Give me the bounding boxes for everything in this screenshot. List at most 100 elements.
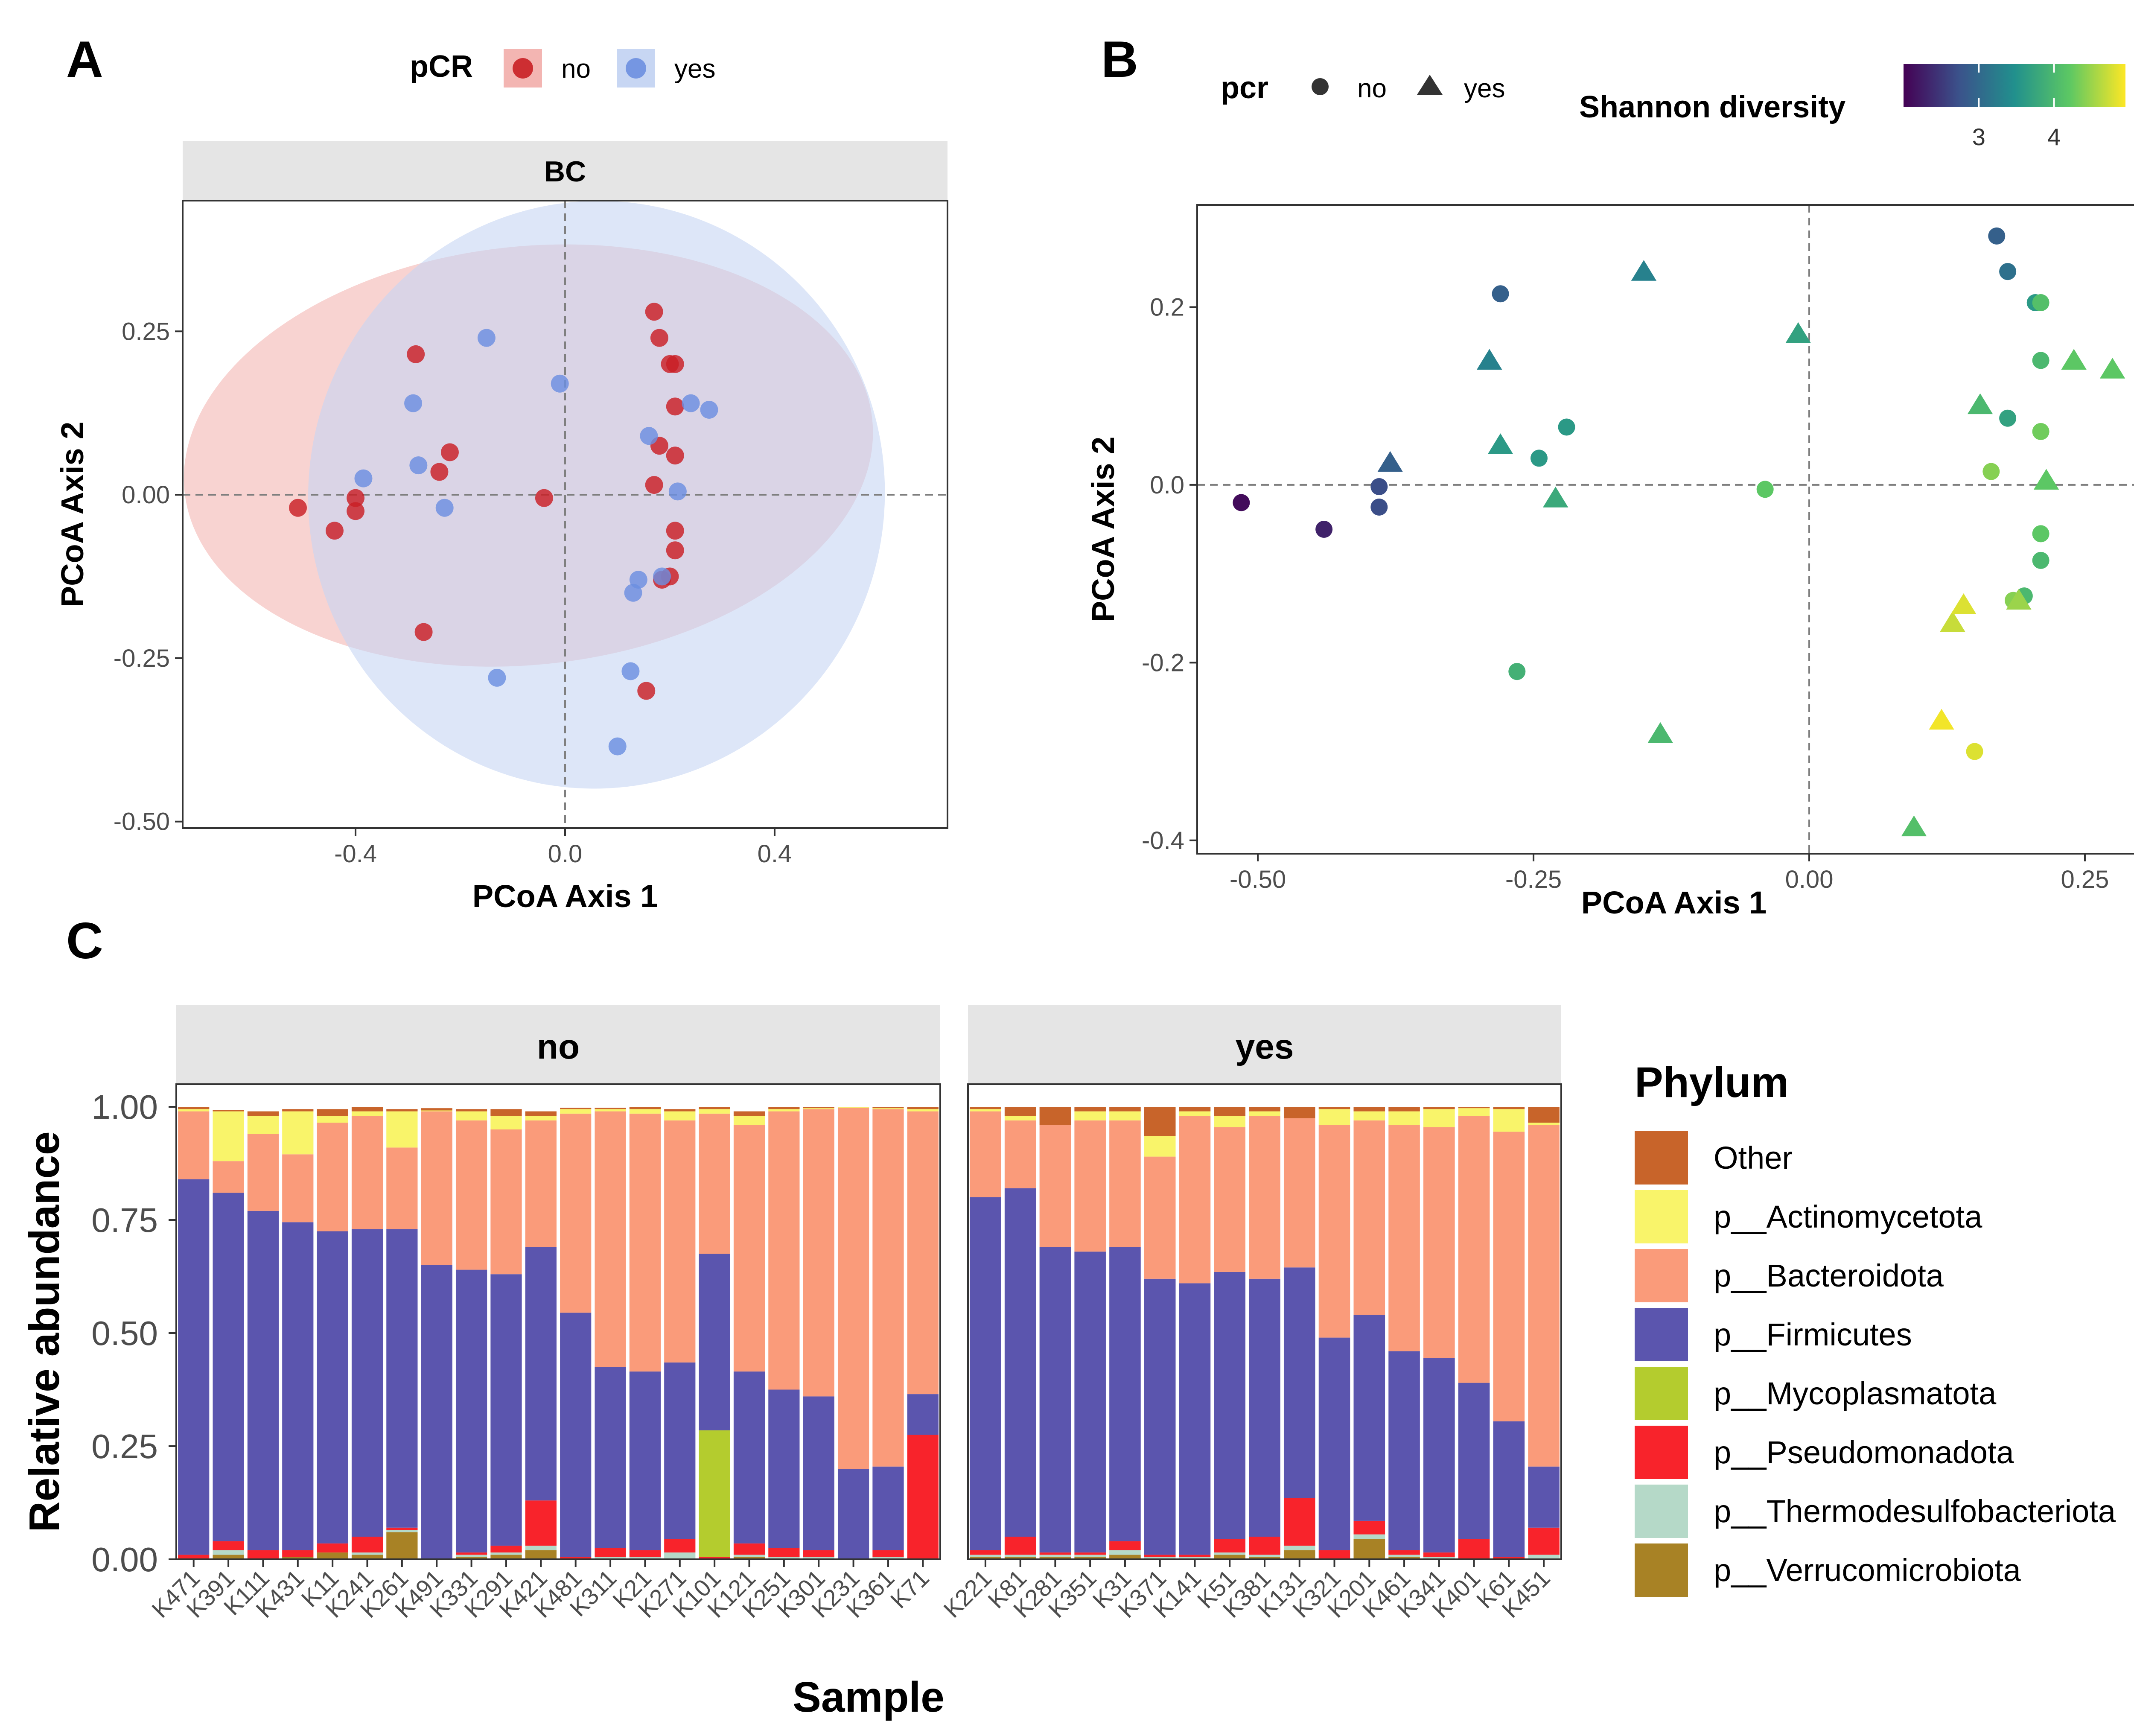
bar-segment-p__Verrucomicrobiota bbox=[1214, 1555, 1246, 1559]
bar-segment-Other bbox=[560, 1108, 592, 1109]
bar-K341 bbox=[1423, 1107, 1455, 1559]
y-tick-label: -0.25 bbox=[114, 645, 170, 672]
bar-segment-p__Firmicutes bbox=[1458, 1383, 1490, 1539]
point-no bbox=[637, 682, 656, 700]
bar-segment-p__Firmicutes bbox=[664, 1362, 696, 1539]
bar-segment-p__Actinomycetota bbox=[1249, 1111, 1280, 1116]
bar-segment-p__Firmicutes bbox=[455, 1269, 487, 1553]
point-no bbox=[2032, 525, 2049, 543]
bar-segment-p__Thermodesulfobacteriota bbox=[351, 1552, 383, 1555]
y-tick-label: 0.00 bbox=[122, 481, 170, 509]
point-yes bbox=[1543, 487, 1568, 508]
bar-segment-p__Thermodesulfobacteriota bbox=[213, 1550, 244, 1555]
bar-segment-p__Firmicutes bbox=[872, 1466, 904, 1550]
bar-segment-Other bbox=[282, 1109, 314, 1112]
bar-segment-p__Pseudomonadota bbox=[1249, 1537, 1280, 1555]
bar-segment-p__Verrucomicrobiota bbox=[1388, 1557, 1420, 1559]
point-no bbox=[666, 397, 684, 416]
bar-K371 bbox=[1144, 1107, 1176, 1559]
bar-segment-p__Firmicutes bbox=[803, 1396, 834, 1550]
point-yes bbox=[2033, 469, 2059, 490]
bar-segment-p__Bacteroidota bbox=[455, 1120, 487, 1270]
legend-marker-yes bbox=[1417, 75, 1443, 95]
panel-label-c: C bbox=[66, 912, 103, 969]
bar-segment-p__Firmicutes bbox=[560, 1313, 592, 1557]
bar-segment-p__Firmicutes bbox=[213, 1193, 244, 1541]
y-axis-label: PCoA Axis 2 bbox=[1085, 437, 1121, 622]
point-yes bbox=[2099, 358, 2125, 379]
bar-segment-p__Bacteroidota bbox=[1179, 1116, 1211, 1284]
facets: noK471K391K111K431K11K241K261K491K331K29… bbox=[146, 1005, 1562, 1623]
bar-segment-p__Bacteroidota bbox=[1493, 1132, 1525, 1421]
point-yes bbox=[1377, 451, 1403, 472]
bar-segment-p__Pseudomonadota bbox=[386, 1527, 418, 1530]
point-no bbox=[645, 476, 663, 494]
bar-segment-p__Bacteroidota bbox=[1109, 1120, 1141, 1247]
legend-label: p__Firmicutes bbox=[1714, 1317, 1912, 1352]
bar-segment-p__Firmicutes bbox=[1074, 1252, 1106, 1553]
bar-segment-Other bbox=[1039, 1107, 1071, 1125]
bar-segment-p__Actinomycetota bbox=[490, 1116, 522, 1129]
bar-segment-Other bbox=[386, 1109, 418, 1112]
bar-K301 bbox=[803, 1107, 834, 1559]
point-no bbox=[414, 623, 433, 641]
legend-label: p__Pseudomonadota bbox=[1714, 1435, 2014, 1470]
bar-segment-p__Bacteroidota bbox=[699, 1113, 730, 1254]
point-yes bbox=[354, 469, 373, 487]
y-tick-label: 0.25 bbox=[122, 318, 170, 345]
bar-segment-p__Thermodesulfobacteriota bbox=[970, 1555, 1001, 1557]
bar-segment-p__Actinomycetota bbox=[178, 1109, 210, 1112]
point-no bbox=[1982, 463, 2000, 480]
bar-K321 bbox=[1318, 1107, 1350, 1559]
legend-label-yes: yes bbox=[674, 54, 715, 84]
bar-K231 bbox=[837, 1107, 869, 1559]
point-yes bbox=[488, 668, 506, 687]
bar-segment-p__Actinomycetota bbox=[213, 1111, 244, 1161]
bar-segment-Other bbox=[699, 1107, 730, 1109]
point-yes bbox=[629, 571, 647, 589]
bar-segment-Other bbox=[455, 1109, 487, 1112]
plot-area bbox=[183, 201, 947, 828]
bar-K51 bbox=[1214, 1107, 1246, 1559]
bar-segment-p__Bacteroidota bbox=[247, 1134, 279, 1211]
point-yes bbox=[1967, 393, 1993, 414]
point-yes bbox=[1487, 433, 1513, 454]
bar-segment-Other bbox=[1388, 1107, 1420, 1112]
color-bar-tick-label: 4 bbox=[2047, 123, 2061, 150]
bar-segment-p__Thermodesulfobacteriota bbox=[1423, 1557, 1455, 1559]
bar-segment-p__Pseudomonadota bbox=[1388, 1550, 1420, 1555]
x-tick-label: K71 bbox=[885, 1564, 934, 1613]
bar-segment-Other bbox=[351, 1107, 383, 1112]
bar-K311 bbox=[595, 1108, 626, 1559]
bar-segment-p__Bacteroidota bbox=[664, 1120, 696, 1363]
bar-segment-p__Bacteroidota bbox=[1458, 1116, 1490, 1383]
x-axis-label: PCoA Axis 1 bbox=[472, 878, 658, 914]
bar-segment-p__Bacteroidota bbox=[525, 1120, 557, 1247]
bar-segment-Other bbox=[317, 1109, 348, 1116]
x-tick-label: 0.25 bbox=[2061, 866, 2109, 893]
bar-segment-p__Firmicutes bbox=[178, 1179, 210, 1555]
point-no bbox=[1999, 263, 2017, 280]
bar-segment-p__Thermodesulfobacteriota bbox=[1283, 1546, 1315, 1550]
bar-segment-p__Actinomycetota bbox=[595, 1109, 626, 1112]
bar-segment-p__Thermodesulfobacteriota bbox=[1179, 1557, 1211, 1559]
bar-segment-p__Bacteroidota bbox=[1074, 1120, 1106, 1252]
y-tick-label: -0.50 bbox=[114, 808, 170, 836]
legend-key bbox=[1635, 1308, 1688, 1361]
bar-segment-p__Firmicutes bbox=[768, 1389, 800, 1548]
bar-segment-Other bbox=[907, 1107, 939, 1109]
point-yes bbox=[404, 394, 423, 412]
bar-K361 bbox=[872, 1107, 904, 1559]
bar-K131 bbox=[1283, 1107, 1315, 1559]
bar-segment-Other bbox=[1109, 1107, 1141, 1112]
point-no bbox=[1988, 227, 2006, 245]
bar-segment-p__Actinomycetota bbox=[1353, 1111, 1385, 1120]
bar-segment-Other bbox=[247, 1111, 279, 1116]
bar-segment-p__Firmicutes bbox=[421, 1265, 452, 1559]
color-bar-tick-label: 3 bbox=[1972, 123, 1985, 150]
point-yes bbox=[409, 456, 428, 475]
bar-segment-p__Firmicutes bbox=[1283, 1267, 1315, 1498]
bar-segment-Other bbox=[1423, 1107, 1455, 1109]
